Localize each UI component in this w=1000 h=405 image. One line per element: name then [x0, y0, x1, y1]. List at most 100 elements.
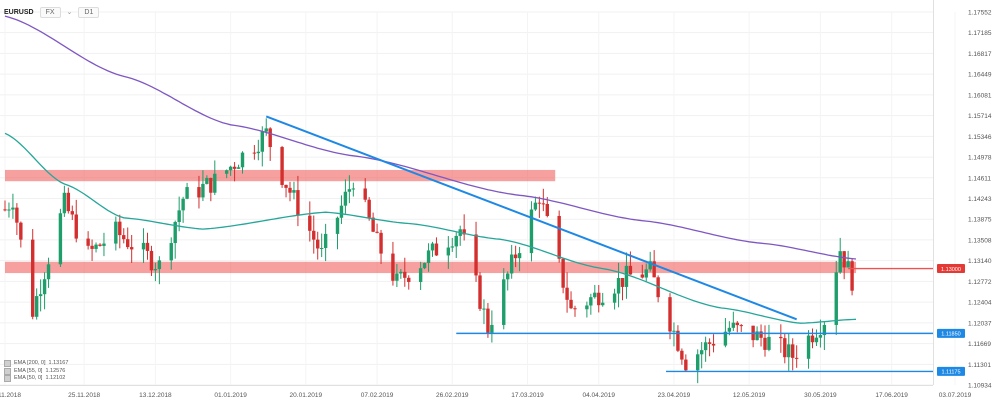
legend-item[interactable]: EMA [200, 0] 1.13167: [4, 360, 68, 368]
candle-body: [224, 170, 229, 174]
candle-body: [842, 251, 846, 268]
candle-body: [240, 152, 245, 168]
resistance-zone: [5, 169, 556, 182]
candle-body: [280, 147, 284, 185]
price-tag-label: 1.11175: [941, 370, 960, 376]
time-tick-label: 25.11.2018: [68, 392, 100, 399]
candle-body: [648, 261, 652, 270]
candle-body: [351, 188, 356, 190]
candle-body: [426, 250, 431, 264]
candle-body: [34, 296, 39, 317]
price-tag-2: 1.11175: [937, 366, 965, 376]
legend-item[interactable]: EMA [55, 0] 1.12576: [4, 368, 68, 376]
chart-header: EURUSD FX ⌄ D1: [4, 4, 100, 20]
candle-body: [557, 215, 561, 259]
candle-body: [593, 292, 597, 298]
candle-body: [141, 242, 146, 250]
time-tick-label: 30.05.2019: [804, 392, 837, 399]
candle-body: [474, 234, 478, 276]
candle-body: [446, 247, 451, 256]
legend-value: 1.12102: [45, 375, 66, 381]
candle-body: [395, 273, 399, 281]
candle-body: [153, 269, 158, 271]
price-tick-label: 1.14611: [968, 175, 991, 182]
candle-body: [38, 294, 43, 297]
legend-item[interactable]: EMA [50, 0] 1.12102: [4, 375, 68, 383]
candle-body: [236, 167, 241, 169]
candle-body: [209, 177, 213, 193]
candle-body: [252, 152, 257, 154]
candle-body: [205, 177, 209, 184]
candle-body: [264, 128, 268, 132]
candle-body: [173, 221, 177, 244]
time-tick-label: 17.03.2019: [511, 392, 544, 399]
candle-body: [181, 198, 185, 211]
legend-label: EMA [55, 0]: [14, 367, 43, 374]
candle-body: [818, 335, 823, 338]
candle-body: [699, 350, 704, 355]
price-tick-label: 1.16817: [968, 51, 992, 58]
candle-body: [696, 354, 700, 371]
time-tick-label: 04.04.2019: [582, 392, 615, 399]
candle-body: [684, 359, 688, 371]
price-tick-label: 1.12772: [968, 279, 992, 286]
indicator-settings-icon[interactable]: [4, 360, 11, 368]
legend-value: 1.13167: [48, 360, 69, 366]
trendline: [265, 115, 798, 321]
candle-body: [391, 253, 395, 281]
price-tag-label: 1.13000: [941, 267, 961, 273]
time-tick-label: 23.04.2019: [658, 392, 691, 399]
interval-selector[interactable]: D1: [78, 6, 100, 18]
candle-body: [589, 297, 593, 306]
candle-body: [517, 253, 522, 259]
candle-body: [731, 322, 736, 328]
candle-body: [268, 128, 272, 148]
chevron-down-icon[interactable]: ⌄: [66, 9, 73, 16]
candle-body: [58, 213, 63, 265]
candle-body: [787, 344, 791, 358]
candle-body: [779, 336, 783, 339]
candle-body: [177, 210, 181, 222]
indicator-settings-icon[interactable]: [4, 367, 11, 375]
candle-body: [513, 254, 518, 259]
candle-body: [723, 331, 728, 346]
price-tick-label: 1.15346: [968, 134, 992, 141]
candle-body: [399, 271, 403, 274]
time-tick-label: 17.06.2019: [875, 392, 908, 399]
candle-body: [312, 230, 316, 240]
price-tick-label: 1.10934: [968, 383, 992, 390]
legend-value: 1.12576: [45, 367, 66, 374]
price-tag-1: 1.11850: [937, 328, 965, 338]
candle-body: [347, 189, 352, 192]
price-tag-background: [937, 264, 965, 274]
candle-body: [490, 324, 494, 333]
candle-body: [846, 261, 850, 268]
candle-body: [561, 258, 565, 288]
indicator-settings-icon[interactable]: [4, 375, 11, 383]
candle-body: [122, 235, 126, 240]
candle-body: [90, 245, 94, 249]
candle-body: [834, 272, 838, 325]
candle-body: [371, 217, 375, 232]
candle-body: [814, 337, 819, 343]
price-tick-label: 1.15714: [968, 113, 992, 120]
candle-body: [197, 187, 201, 198]
candle-body: [616, 277, 621, 294]
candle-body: [506, 273, 510, 280]
candle-body: [652, 261, 656, 278]
legend-label: EMA [200, 0]: [14, 360, 46, 366]
candle-body: [509, 254, 514, 274]
candle-body: [213, 173, 217, 193]
candle-body: [126, 239, 130, 248]
price-tick-label: 1.11669: [968, 341, 991, 348]
symbol-label[interactable]: EURUSD: [4, 8, 34, 16]
price-tick-label: 1.17552: [968, 10, 992, 17]
candle-body: [668, 297, 672, 332]
candles: [3, 118, 854, 384]
price-tag-background: [937, 328, 965, 338]
candle-body: [422, 263, 427, 269]
candle-body: [454, 235, 458, 247]
source-selector[interactable]: FX: [39, 6, 61, 18]
candle-body: [292, 190, 296, 193]
